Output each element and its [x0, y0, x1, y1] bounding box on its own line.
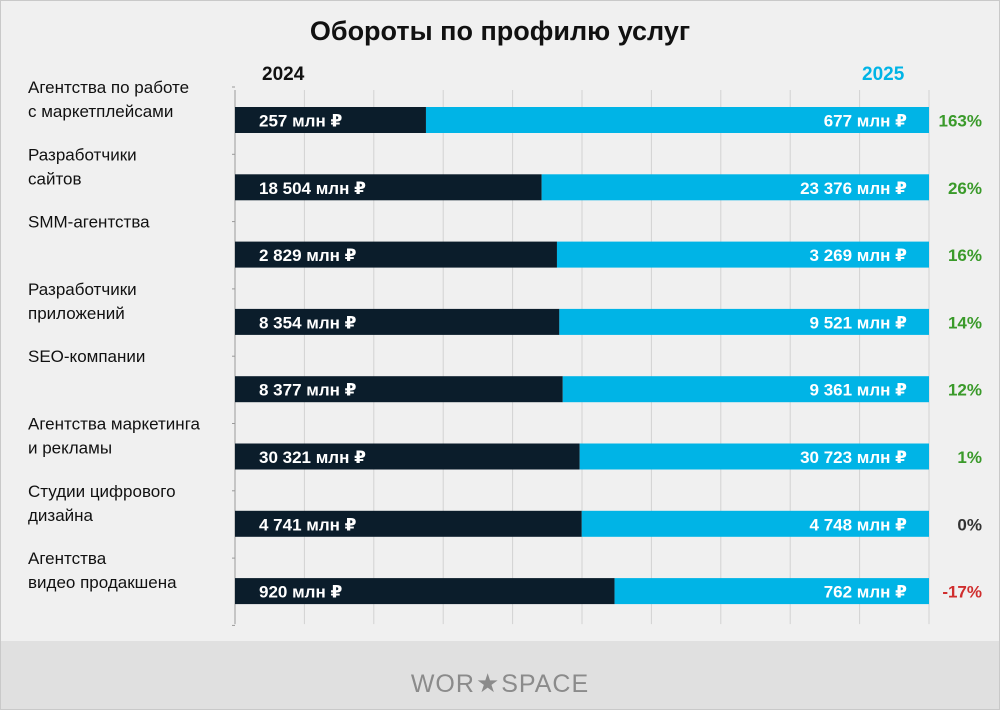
footer-bar — [1, 641, 999, 709]
bar-label-2025: 30 723 млн ₽ — [800, 448, 907, 467]
change-label: 12% — [948, 381, 982, 400]
bar-2025 — [541, 174, 929, 201]
bar-2025 — [559, 308, 929, 335]
change-label: -17% — [942, 583, 982, 602]
bar-label-2024: 8 377 млн ₽ — [259, 381, 357, 400]
bar-2025 — [425, 107, 929, 133]
bar-2024 — [235, 308, 560, 335]
bar-label-2025: 23 376 млн ₽ — [800, 179, 907, 198]
bar-label-2024: 2 829 млн ₽ — [259, 246, 357, 265]
category-label: видео продакшена — [28, 573, 177, 592]
bar-label-2024: 18 504 млн ₽ — [259, 179, 366, 198]
bar-label-2024: 257 млн ₽ — [259, 112, 342, 131]
category-label: Агентства маркетинга — [28, 415, 201, 434]
legend-2025: 2025 — [862, 64, 905, 85]
category-label: Разработчики — [28, 145, 137, 164]
category-label: Студии цифрового — [28, 482, 176, 501]
bar-label-2024: 920 млн ₽ — [259, 583, 342, 602]
chart-svg: 257 млн ₽ 677 млн ₽ Агентства по работе с м… — [28, 78, 982, 626]
change-label: 0% — [957, 515, 982, 534]
category-label: приложений — [28, 304, 125, 323]
category-label: Агентства — [28, 549, 107, 568]
chart-title: Обороты по профилю услуг — [309, 16, 691, 46]
star-icon: ★ — [475, 668, 501, 698]
category-label: SEO-компании — [28, 347, 145, 366]
bar-label-2025: 677 млн ₽ — [824, 112, 907, 131]
bar-label-2024: 8 354 млн ₽ — [259, 313, 357, 332]
bar-label-2025: 9 361 млн ₽ — [810, 381, 908, 400]
bar-2024 — [235, 578, 615, 605]
bar-2025 — [556, 241, 929, 268]
bar-2025 — [562, 376, 929, 403]
category-label: и рекламы — [28, 439, 112, 458]
change-label: 163% — [939, 112, 982, 131]
bar-label-2025: 4 748 млн ₽ — [810, 515, 908, 534]
bar-2024 — [235, 443, 580, 470]
bar-2024 — [235, 107, 426, 133]
legend-2024: 2024 — [262, 64, 305, 85]
logo-text-left: WOR — [410, 670, 475, 698]
bar-label-2024: 4 741 млн ₽ — [259, 515, 357, 534]
change-label: 16% — [948, 246, 982, 265]
bar-2025 — [614, 578, 929, 605]
logo-text-right: SPACE — [501, 670, 590, 698]
category-label: сайтов — [28, 169, 82, 188]
bar-2025 — [581, 510, 929, 537]
category-label: Разработчики — [28, 280, 137, 299]
bar-label-2025: 9 521 млн ₽ — [810, 313, 908, 332]
change-label: 26% — [948, 179, 982, 198]
bar-2024 — [235, 241, 557, 268]
category-label: SMM-агентства — [28, 213, 150, 232]
bar-2024 — [235, 510, 582, 537]
bar-2024 — [235, 174, 542, 201]
category-label: Агентства по работе — [28, 78, 189, 97]
category-label: дизайна — [28, 506, 94, 525]
bar-2025 — [579, 443, 929, 470]
bar-label-2025: 3 269 млн ₽ — [810, 246, 908, 265]
workspace-logo: WOR★SPACE — [0, 668, 1000, 699]
category-label: с маркетплейсами — [28, 102, 173, 121]
change-label: 14% — [948, 313, 982, 332]
change-label: 1% — [957, 448, 982, 467]
bar-label-2025: 762 млн ₽ — [824, 583, 907, 602]
bar-2024 — [235, 376, 563, 403]
bar-label-2024: 30 321 млн ₽ — [259, 448, 366, 467]
